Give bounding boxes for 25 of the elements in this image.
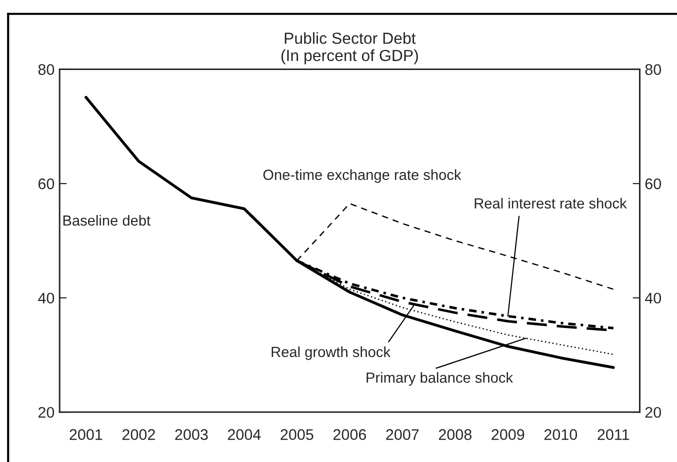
y2-tick-label: 20	[645, 406, 662, 418]
x-tick-label: 2002	[122, 429, 155, 440]
chart-title: Public Sector Debt (In percent of GDP)	[281, 32, 418, 64]
y-tick-label: 40	[38, 292, 54, 304]
x-tick-label: 2003	[175, 429, 208, 440]
y-tick-label: 80	[38, 64, 54, 75]
y-tick-label: 20	[38, 406, 54, 418]
y2-tick-label: 60	[645, 178, 662, 190]
y2-tick-label: 80	[645, 64, 662, 75]
text: Primary balance shock	[366, 372, 514, 386]
x-tick-label: 2004	[228, 429, 261, 440]
text: One-time exchange rate shock	[263, 169, 462, 183]
x-tick-label: 2010	[544, 429, 578, 440]
x-tick-label: 2007	[386, 429, 419, 440]
text: Real interest rate shock	[474, 198, 627, 209]
x-tick-label: 2008	[438, 429, 472, 440]
x-tick-label: 2009	[492, 429, 524, 440]
text: Baseline debt	[63, 214, 150, 226]
x-tick-label: 2001	[70, 429, 102, 440]
text: Real growth shock	[272, 346, 391, 360]
x-tick-label: 2011	[598, 429, 630, 440]
x-tick-label: 2005	[280, 429, 314, 440]
y2-tick-label: 40	[644, 292, 662, 304]
x-tick-label: 2006	[333, 429, 366, 440]
y-tick-label: 60	[38, 178, 54, 190]
